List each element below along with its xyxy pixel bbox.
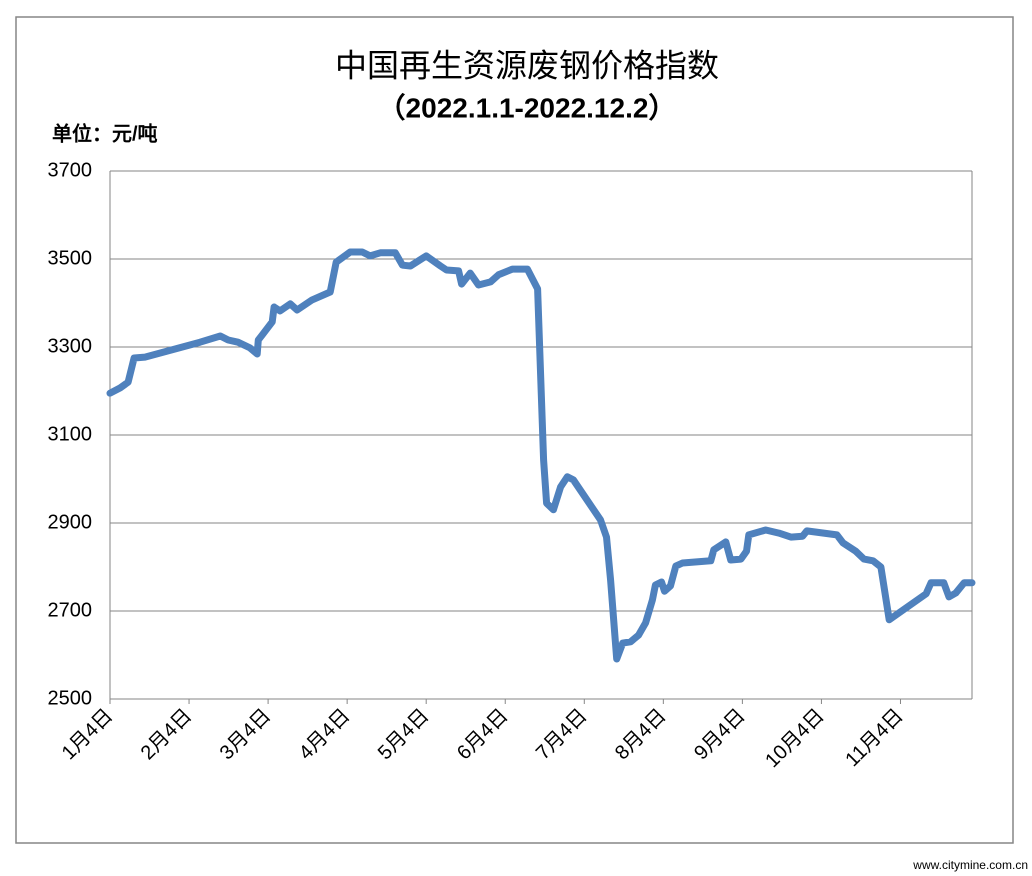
x-tick-label: 7月4日	[532, 705, 592, 765]
x-tick-label: 3月4日	[216, 705, 276, 765]
x-tick-label: 10月4日	[761, 705, 828, 772]
chart-border	[15, 16, 1014, 844]
y-tick-label: 2700	[48, 599, 93, 621]
y-tick-label: 3700	[48, 159, 93, 181]
price-line	[106, 248, 976, 663]
y-tick-label: 3300	[48, 335, 93, 357]
y-axis-label: 单位：元/吨	[52, 121, 158, 145]
x-tick-label: 1月4日	[58, 705, 118, 765]
y-tick-label: 2900	[48, 511, 93, 533]
x-tick-label: 11月4日	[841, 705, 907, 771]
x-tick-label: 2月4日	[137, 705, 197, 765]
x-tick-label: 9月4日	[690, 705, 750, 765]
x-tick-label: 5月4日	[374, 705, 434, 765]
chart-subtitle: （2022.1.1-2022.12.2）	[378, 91, 677, 123]
y-tick-label: 2500	[48, 687, 93, 709]
y-tick-label: 3100	[48, 423, 93, 445]
chart-title: 中国再生资源废钢价格指数	[335, 47, 719, 83]
x-tick-label: 6月4日	[453, 705, 513, 765]
watermark: www.citymine.com.cn	[912, 858, 1028, 872]
x-tick-label: 4月4日	[295, 705, 355, 765]
y-tick-label: 3500	[48, 247, 93, 269]
x-tick-label: 8月4日	[611, 705, 671, 765]
